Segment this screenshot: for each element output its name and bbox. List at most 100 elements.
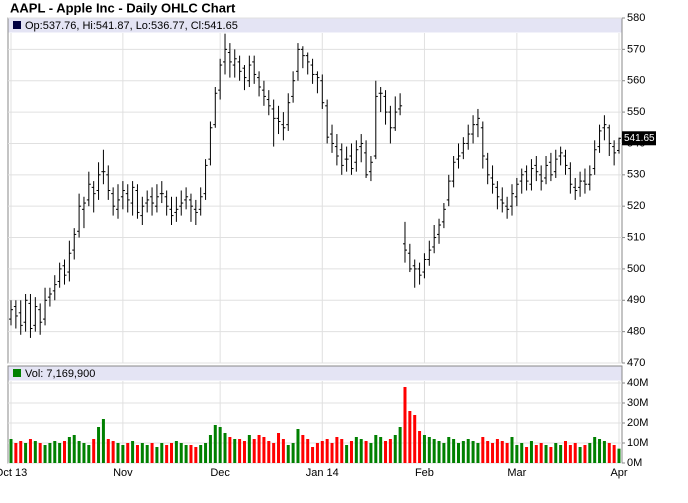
volume-bar [384,441,388,463]
volume-bar [559,445,563,463]
volume-bar [422,435,426,463]
volume-bar [170,443,174,463]
volume-bar [150,443,154,463]
volume-bar [306,439,310,463]
y-tick-label: 30M [627,397,648,409]
volume-bar [242,441,246,463]
volume-bar [101,419,105,463]
y-tick-label: 40M [627,377,648,389]
volume-bar [63,441,67,463]
volume-bar [549,447,553,463]
y-tick-label: 530 [627,169,645,181]
volume-bar [534,445,538,463]
volume-bar [325,439,329,463]
price-legend: Op:537.76, Hi:541.87, Lo:536.77, Cl:541.… [25,20,238,32]
volume-bar [452,439,456,463]
volume-bar [573,443,577,463]
volume-bar [257,435,261,463]
volume-bar [369,443,373,463]
volume-bar [602,441,606,463]
volume-bar [607,443,611,463]
price-panel [7,17,623,364]
volume-bar [379,437,383,463]
volume-bar [364,441,368,463]
volume-bar [38,443,42,463]
volume-bar [233,439,237,463]
volume-bar [67,437,71,463]
volume-bar [495,439,499,463]
volume-bar [408,411,412,463]
volume-bar [184,445,188,463]
volume-bar [58,443,62,463]
volume-bar [77,441,81,463]
volume-bar [140,443,144,463]
volume-panel [7,365,623,464]
volume-bar [481,437,485,463]
volume-bar [583,445,587,463]
volume-bar [155,447,159,463]
y-tick-label: 520 [627,200,645,212]
chart-title: AAPL - Apple Inc - Daily OHLC Chart [10,0,236,15]
volume-bar [291,443,295,463]
volume-bar [247,435,251,463]
volume-bar [320,441,324,463]
y-tick-label: 480 [627,326,645,338]
volume-bar [515,445,519,463]
volume-bar [72,435,76,463]
volume-legend-swatch [13,369,21,377]
volume-bar [544,445,548,463]
volume-bar [330,443,334,463]
volume-bar [315,443,319,463]
volume-bar [456,443,460,463]
volume-bar [213,425,217,463]
grid: 4704804905005105205305405505605705800M10… [0,12,648,479]
volume-bar [131,441,135,463]
volume-bar [505,443,509,463]
volume-bar [510,437,514,463]
volume-bar [311,447,315,463]
volume-bar [281,439,285,463]
y-tick-label: 470 [627,357,645,369]
y-tick-label: 0M [627,457,642,469]
volume-bar [126,443,130,463]
volume-bar [568,445,572,463]
volume-bar [9,439,13,463]
volume-bar [539,443,543,463]
volume-bar [252,439,256,463]
volume-bar [97,427,101,463]
y-tick-label: 500 [627,263,645,275]
volume-bar [160,443,164,463]
volume-bar [529,441,533,463]
y-tick-label: 490 [627,294,645,306]
x-tick-label: Oct 13 [0,467,27,479]
volume-bar [286,445,290,463]
x-tick-label: Mar [507,467,526,479]
volume-bar [447,437,451,463]
volume-bar [393,435,397,463]
volume-bar [277,433,281,463]
volume-bar [262,437,266,463]
x-tick-label: Nov [113,467,133,479]
volume-bar [442,443,446,463]
volume-bar [612,445,616,463]
y-tick-label: 510 [627,231,645,243]
volume-bar [179,443,183,463]
volume-bar [296,429,300,463]
volume-bar [199,445,203,463]
volume-bar [359,439,363,463]
volume-bar [189,445,193,463]
volume-bar [87,445,91,463]
volume-bar [491,443,495,463]
last-price-label: 541.65 [624,133,655,144]
volume-bar [520,443,524,463]
volume-bar [238,439,242,463]
volume-bar [272,443,276,463]
y-tick-label: 10M [627,437,648,449]
volume-bar [33,441,37,463]
marks: 541.65 [9,33,656,463]
x-tick-label: Apr [610,467,627,479]
volume-bar [14,443,18,463]
volume-bar [418,431,422,463]
